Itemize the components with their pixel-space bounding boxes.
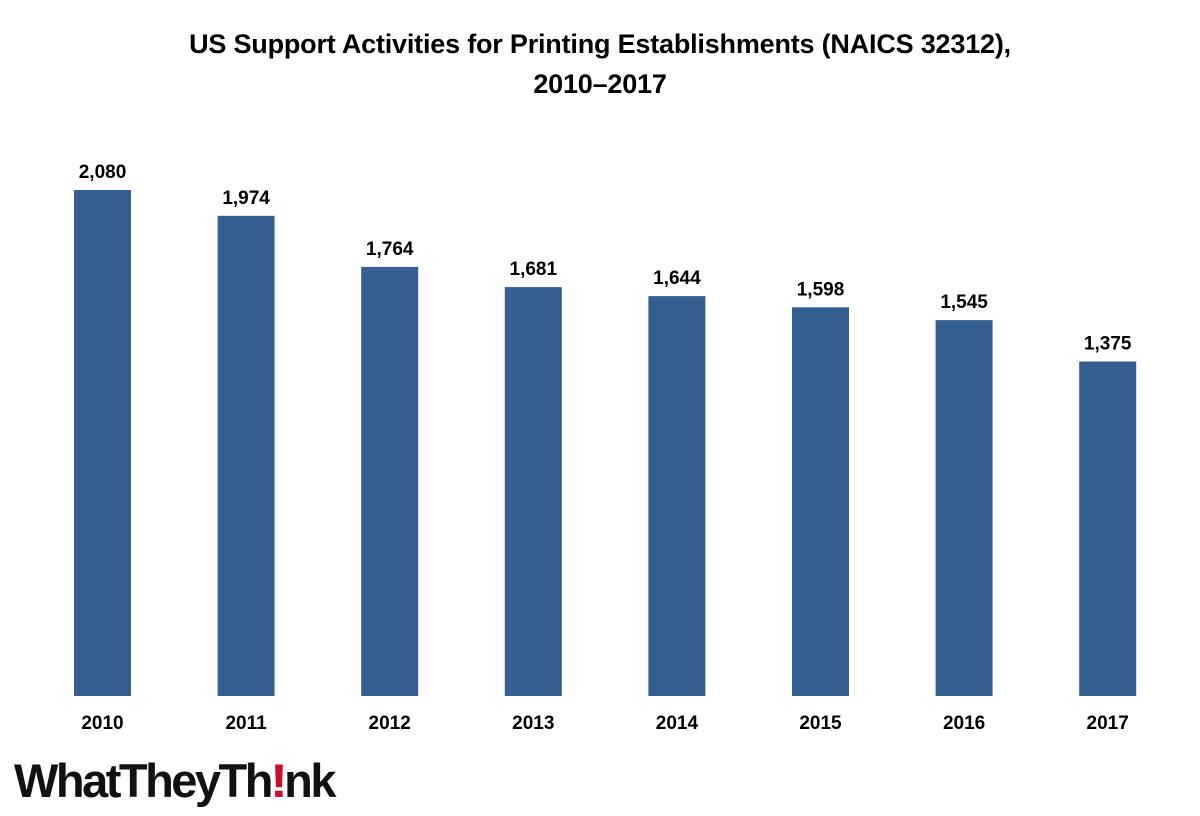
value-label-2017: 1,375	[1084, 334, 1132, 355]
value-label-2012: 1,764	[366, 239, 414, 260]
logo-text-end: nk	[284, 754, 336, 807]
chart-title: US Support Activities for Printing Estab…	[0, 24, 1200, 104]
value-label-2010: 2,080	[79, 162, 127, 183]
value-label-2016: 1,545	[940, 292, 988, 313]
value-label-2014: 1,644	[653, 268, 701, 289]
value-label-2011: 1,974	[222, 188, 270, 209]
bar-chart: 2,080 2010 1,974 2011 1,764 2012 1,681 2013 1,64…	[74, 162, 1137, 734]
chart-title-line-1: US Support Activities for Printing Estab…	[189, 29, 1011, 59]
x-tick-label-2010: 2010	[81, 713, 123, 734]
logo-text-start: WhatTheyTh	[14, 754, 273, 807]
logo-exclamation: !	[269, 754, 288, 807]
x-tick-label-2013: 2013	[512, 713, 554, 734]
x-tick-label-2015: 2015	[799, 713, 842, 734]
x-tick-label-2016: 2016	[943, 713, 985, 734]
bar-2015	[792, 307, 849, 696]
bar-2011	[217, 215, 275, 697]
bar-2017	[1079, 361, 1137, 696]
bar-2016	[935, 320, 993, 696]
chart-title-line-2: 2010–2017	[533, 69, 667, 99]
x-tick-label-2017: 2017	[1087, 713, 1129, 734]
bar-2014	[648, 296, 706, 696]
x-tick-label-2012: 2012	[369, 713, 411, 734]
whattheythink-logo: WhatTheyTh!nk	[14, 754, 336, 808]
value-label-2015: 1,598	[797, 279, 845, 300]
x-tick-label-2014: 2014	[656, 713, 699, 734]
bar-2010	[74, 190, 131, 696]
bar-2012	[361, 266, 419, 696]
bar-2013	[504, 287, 562, 696]
value-label-2013: 1,681	[510, 259, 558, 280]
x-tick-label-2011: 2011	[225, 713, 267, 734]
